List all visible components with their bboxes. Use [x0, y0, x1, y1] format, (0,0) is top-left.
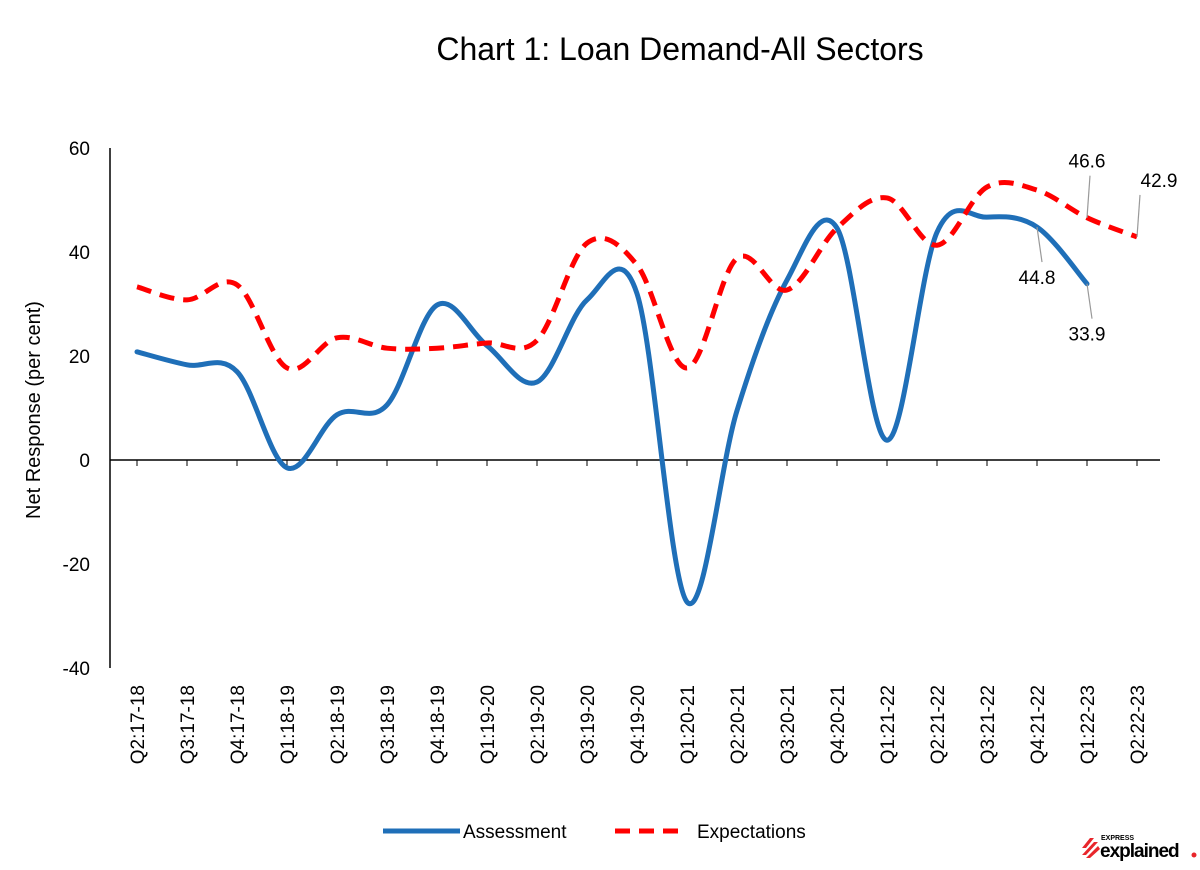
- data-point-assessment: [635, 292, 639, 296]
- x-tick-label: Q1:18-19: [278, 685, 299, 764]
- data-point-assessment: [235, 370, 239, 374]
- data-point-assessment: [735, 409, 739, 413]
- data-label-leader: [1086, 175, 1091, 218]
- data-point-expectations: [235, 283, 239, 287]
- data-label: 42.9: [1141, 171, 1178, 192]
- y-tick-label: 60: [69, 139, 90, 160]
- x-tick-label: Q4:17-18: [228, 685, 249, 764]
- data-point-expectations: [185, 298, 189, 302]
- x-tick-label: Q2:21-22: [928, 685, 949, 764]
- data-point-assessment: [135, 350, 139, 354]
- logo-explained: explained: [1100, 841, 1179, 862]
- x-tick-label: Q2:22-23: [1128, 685, 1149, 764]
- data-point-expectations: [1035, 188, 1039, 192]
- x-tick-label: Q2:18-19: [328, 685, 349, 764]
- x-tick-label: Q3:21-22: [978, 685, 999, 764]
- x-tick-label: Q2:20-21: [728, 685, 749, 764]
- data-label-leader: [1086, 283, 1093, 319]
- data-point-assessment: [985, 215, 989, 219]
- logo-express: EXPRESS: [1101, 835, 1134, 842]
- data-point-expectations: [335, 336, 339, 340]
- express-explained-logo: EXPRESS explained: [1082, 835, 1197, 862]
- x-tick-label: Q1:20-21: [678, 685, 699, 764]
- data-label-leader: [1136, 194, 1141, 237]
- data-point-expectations: [585, 241, 589, 245]
- legend-label-expectations: Expectations: [697, 822, 806, 843]
- x-tick-label: Q1:21-22: [878, 685, 899, 764]
- data-point-expectations: [485, 341, 489, 345]
- chart-title: Chart 1: Loan Demand-All Sectors: [436, 31, 923, 67]
- data-point-expectations: [385, 346, 389, 350]
- data-point-expectations: [635, 263, 639, 267]
- data-point-expectations: [935, 243, 939, 247]
- x-tick-label: Q3:19-20: [578, 685, 599, 764]
- y-tick-label: 20: [69, 347, 90, 368]
- data-point-assessment: [185, 363, 189, 367]
- data-point-expectations: [885, 196, 889, 200]
- data-point-assessment: [785, 278, 789, 282]
- logo-dot: [1191, 852, 1197, 858]
- data-point-assessment: [685, 600, 689, 604]
- legend-label-assessment: Assessment: [463, 822, 567, 843]
- data-label-leader: [1036, 226, 1043, 263]
- y-tick-label: -20: [63, 555, 90, 576]
- x-tick-label: Q2:19-20: [528, 685, 549, 764]
- data-point-assessment: [285, 466, 289, 470]
- x-tick-label: Q1:22-23: [1078, 685, 1099, 764]
- x-tick-label: Q3:20-21: [778, 685, 799, 764]
- data-label: 33.9: [1069, 325, 1106, 346]
- x-tick-label: Q4:18-19: [428, 685, 449, 764]
- y-axis-label: Net Response (per cent): [23, 301, 45, 519]
- series-line-assessment: [134, 208, 1090, 607]
- data-point-assessment: [885, 438, 889, 442]
- data-label: 44.8: [1019, 268, 1056, 289]
- data-point-expectations: [785, 288, 789, 292]
- data-point-assessment: [435, 303, 439, 307]
- logo-stripes-icon: [1082, 838, 1100, 858]
- y-tick-label: -40: [63, 659, 90, 680]
- data-point-assessment: [585, 298, 589, 302]
- y-tick-label: 0: [79, 451, 90, 472]
- x-tick-label: Q2:17-18: [128, 685, 149, 764]
- legend: Assessment Expectations: [383, 822, 806, 843]
- x-tick-label: Q4:20-21: [828, 685, 849, 764]
- data-point-assessment: [335, 413, 339, 417]
- data-point-expectations: [685, 366, 689, 370]
- data-point-expectations: [135, 285, 139, 289]
- x-tick-label: Q4:19-20: [628, 685, 649, 764]
- data-point-expectations: [435, 346, 439, 350]
- data-point-assessment: [935, 230, 939, 234]
- data-point-expectations: [985, 185, 989, 189]
- data-point-assessment: [385, 403, 389, 407]
- data-point-expectations: [535, 338, 539, 342]
- data-point-assessment: [535, 380, 539, 384]
- x-tick-label: Q4:21-22: [1028, 685, 1049, 764]
- x-tick-label: Q3:18-19: [378, 685, 399, 764]
- x-tick-label: Q3:17-18: [178, 685, 199, 764]
- x-tick-label: Q1:19-20: [478, 685, 499, 764]
- y-tick-label: 40: [69, 243, 90, 264]
- data-point-expectations: [835, 226, 839, 230]
- data-label: 46.6: [1069, 152, 1106, 173]
- data-point-expectations: [285, 366, 289, 370]
- series-line-expectations: [136, 179, 1138, 372]
- data-point-expectations: [735, 256, 739, 260]
